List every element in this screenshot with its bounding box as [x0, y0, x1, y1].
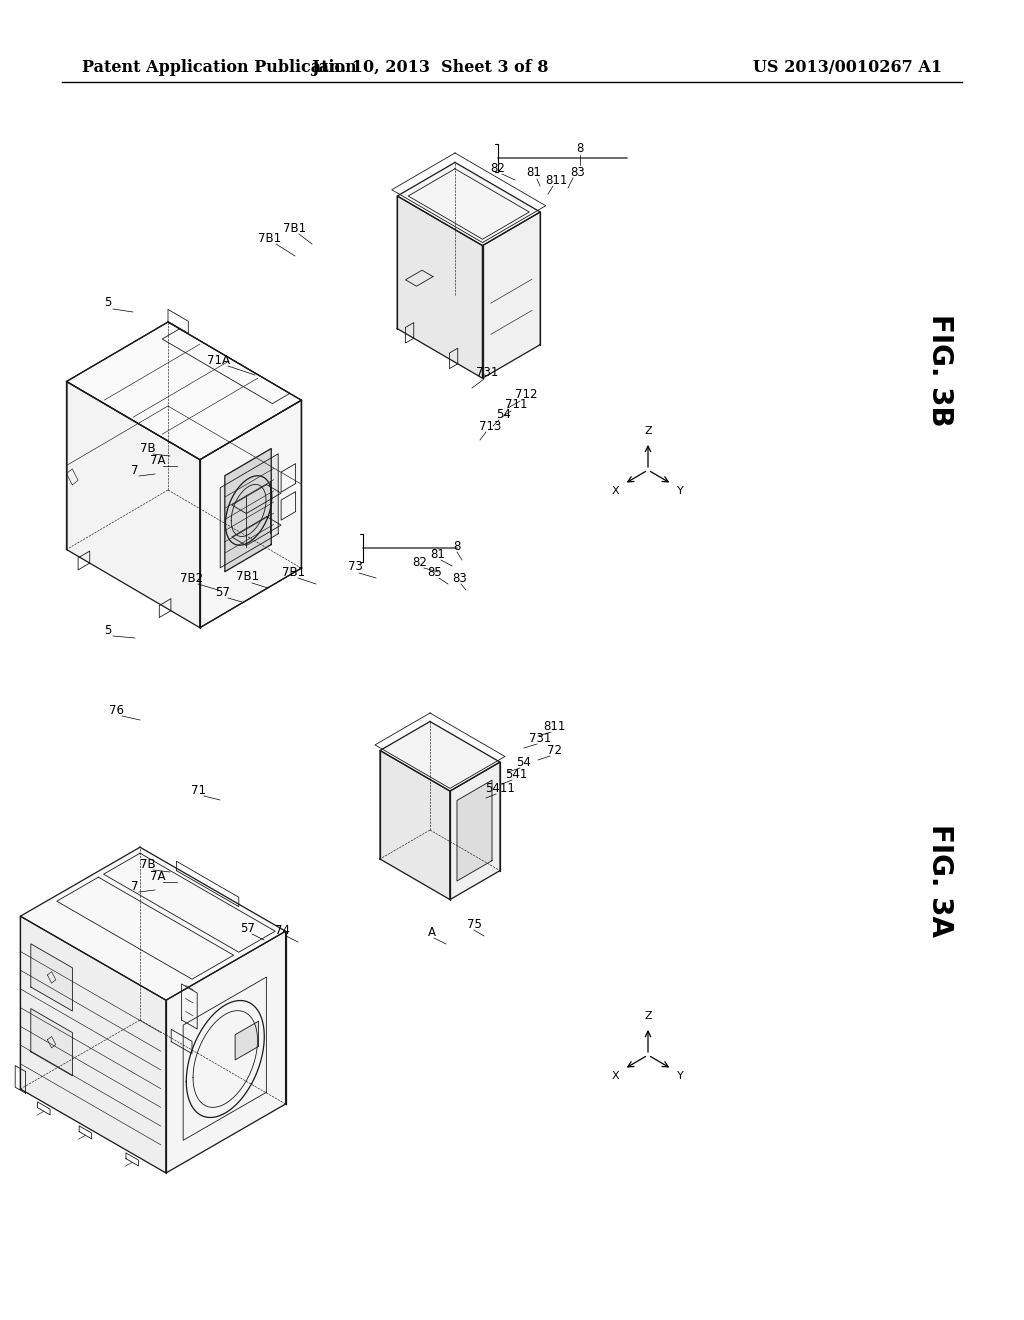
Text: Patent Application Publication: Patent Application Publication: [82, 59, 356, 77]
Text: Y: Y: [677, 1071, 684, 1081]
Text: 711: 711: [505, 399, 527, 412]
Text: 7A: 7A: [151, 870, 166, 883]
Text: 811: 811: [545, 173, 567, 186]
Polygon shape: [236, 1022, 258, 1060]
Text: 72: 72: [547, 743, 561, 756]
Polygon shape: [380, 751, 450, 900]
Text: 8: 8: [454, 540, 461, 553]
Polygon shape: [397, 162, 541, 246]
Text: 7: 7: [131, 463, 138, 477]
Text: 7B1: 7B1: [283, 565, 305, 578]
Text: 7B: 7B: [140, 858, 156, 870]
Text: 54: 54: [516, 755, 531, 768]
Text: 731: 731: [528, 731, 551, 744]
Text: Z: Z: [644, 1011, 652, 1020]
Polygon shape: [457, 780, 492, 880]
Text: 5: 5: [104, 623, 112, 636]
Polygon shape: [220, 454, 279, 568]
Text: 57: 57: [241, 921, 255, 935]
Polygon shape: [450, 762, 500, 900]
Text: 57: 57: [216, 586, 230, 598]
Text: 7A: 7A: [151, 454, 166, 466]
Text: 71A: 71A: [207, 354, 229, 367]
Polygon shape: [200, 400, 301, 628]
Text: 7B2: 7B2: [180, 572, 204, 585]
Text: 7B1: 7B1: [258, 231, 282, 244]
Polygon shape: [31, 944, 73, 1011]
Text: FIG. 3B: FIG. 3B: [926, 314, 954, 426]
Polygon shape: [20, 916, 166, 1173]
Text: 731: 731: [476, 367, 499, 380]
Text: X: X: [611, 486, 620, 496]
Text: FIG. 3A: FIG. 3A: [926, 824, 954, 936]
Text: 71: 71: [190, 784, 206, 796]
Text: 7B1: 7B1: [237, 570, 259, 583]
Text: 7: 7: [131, 879, 138, 892]
Text: 81: 81: [526, 166, 542, 180]
Text: 74: 74: [274, 924, 290, 936]
Text: 54: 54: [497, 408, 511, 421]
Text: 85: 85: [428, 565, 442, 578]
Polygon shape: [31, 1008, 73, 1076]
Text: X: X: [611, 1071, 620, 1081]
Text: 82: 82: [413, 556, 427, 569]
Text: 8: 8: [577, 141, 584, 154]
Text: 7B: 7B: [140, 441, 156, 454]
Polygon shape: [20, 847, 286, 1001]
Polygon shape: [67, 322, 301, 459]
Text: 712: 712: [515, 388, 538, 401]
Text: 75: 75: [467, 917, 481, 931]
Polygon shape: [67, 381, 200, 628]
Text: 811: 811: [543, 719, 565, 733]
Text: 7B1: 7B1: [284, 222, 306, 235]
Text: 541: 541: [505, 767, 527, 780]
Text: 76: 76: [110, 704, 125, 717]
Text: 5: 5: [104, 297, 112, 309]
Text: 83: 83: [570, 165, 586, 178]
Text: 81: 81: [430, 548, 445, 561]
Text: Y: Y: [677, 486, 684, 496]
Polygon shape: [397, 195, 482, 379]
Text: US 2013/0010267 A1: US 2013/0010267 A1: [753, 59, 942, 77]
Text: Jan. 10, 2013  Sheet 3 of 8: Jan. 10, 2013 Sheet 3 of 8: [311, 59, 549, 77]
Text: 73: 73: [347, 561, 362, 573]
Text: 82: 82: [490, 161, 506, 174]
Text: 713: 713: [479, 420, 501, 433]
Text: Z: Z: [644, 426, 652, 436]
Text: 83: 83: [453, 572, 467, 585]
Polygon shape: [380, 722, 500, 791]
Text: A: A: [428, 925, 436, 939]
Polygon shape: [225, 449, 271, 572]
Polygon shape: [166, 931, 286, 1173]
Polygon shape: [482, 213, 541, 379]
Text: 5411: 5411: [485, 781, 515, 795]
